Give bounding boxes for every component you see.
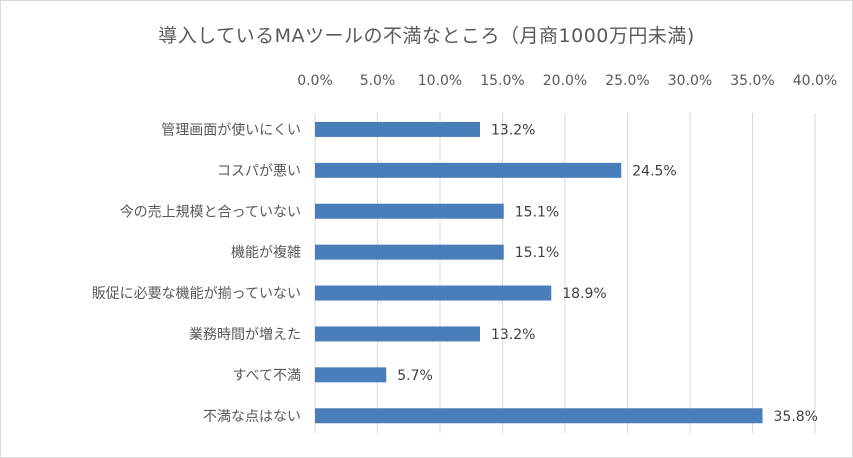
category-label: 販促に必要な機能が揃っていない	[92, 286, 301, 302]
category-label: 業務時間が増えた	[189, 327, 301, 343]
category-label: コスパが悪い	[217, 163, 301, 179]
category-label: すべて不満	[233, 368, 301, 384]
bar	[315, 244, 504, 260]
x-tick-label: 15.0%	[480, 73, 524, 89]
category-label: 今の売上規模と合っていない	[120, 204, 301, 220]
bar	[315, 367, 387, 383]
category-labels: 管理画面が使いにくいコスパが悪い今の売上規模と合っていない機能が複雑販促に必要な…	[92, 121, 301, 424]
x-tick-label: 5.0%	[360, 73, 396, 89]
bar	[315, 121, 480, 137]
bar	[315, 326, 480, 342]
data-label: 15.1%	[515, 204, 559, 220]
bar	[315, 203, 504, 219]
x-tick-label: 40.0%	[793, 73, 837, 89]
category-label: 不満な点はない	[203, 409, 301, 425]
bars	[315, 121, 763, 424]
data-label: 24.5%	[632, 163, 676, 179]
x-tick-label: 30.0%	[668, 73, 712, 89]
x-tick-label: 20.0%	[543, 73, 587, 89]
bar	[315, 162, 622, 178]
bar	[315, 408, 763, 424]
x-tick-label: 10.0%	[418, 73, 462, 89]
gridlines	[314, 113, 816, 433]
data-label: 13.2%	[491, 327, 535, 343]
data-label: 15.1%	[515, 245, 559, 261]
bar	[315, 285, 552, 301]
chart-title: 導入しているMAツールの不満なところ（月商1000万円未満)	[158, 25, 695, 47]
x-tick-label: 25.0%	[605, 73, 649, 89]
x-tick-label: 35.0%	[730, 73, 774, 89]
category-label: 機能が複雑	[231, 244, 301, 261]
data-label: 13.2%	[491, 122, 535, 138]
x-tick-label: 0.0%	[297, 73, 333, 89]
category-label: 管理画面が使いにくい	[161, 121, 301, 138]
data-label: 18.9%	[562, 286, 606, 302]
data-label: 5.7%	[397, 368, 433, 384]
data-labels: 13.2% 24.5% 15.1% 15.1% 18.9% 13.2% 5.7% 35.8%	[397, 122, 818, 424]
x-axis-ticks: 0.0% 5.0% 10.0% 15.0% 20.0% 25.0% 30.0% 35.0% 40…	[297, 73, 837, 89]
data-label: 35.8%	[774, 409, 818, 425]
